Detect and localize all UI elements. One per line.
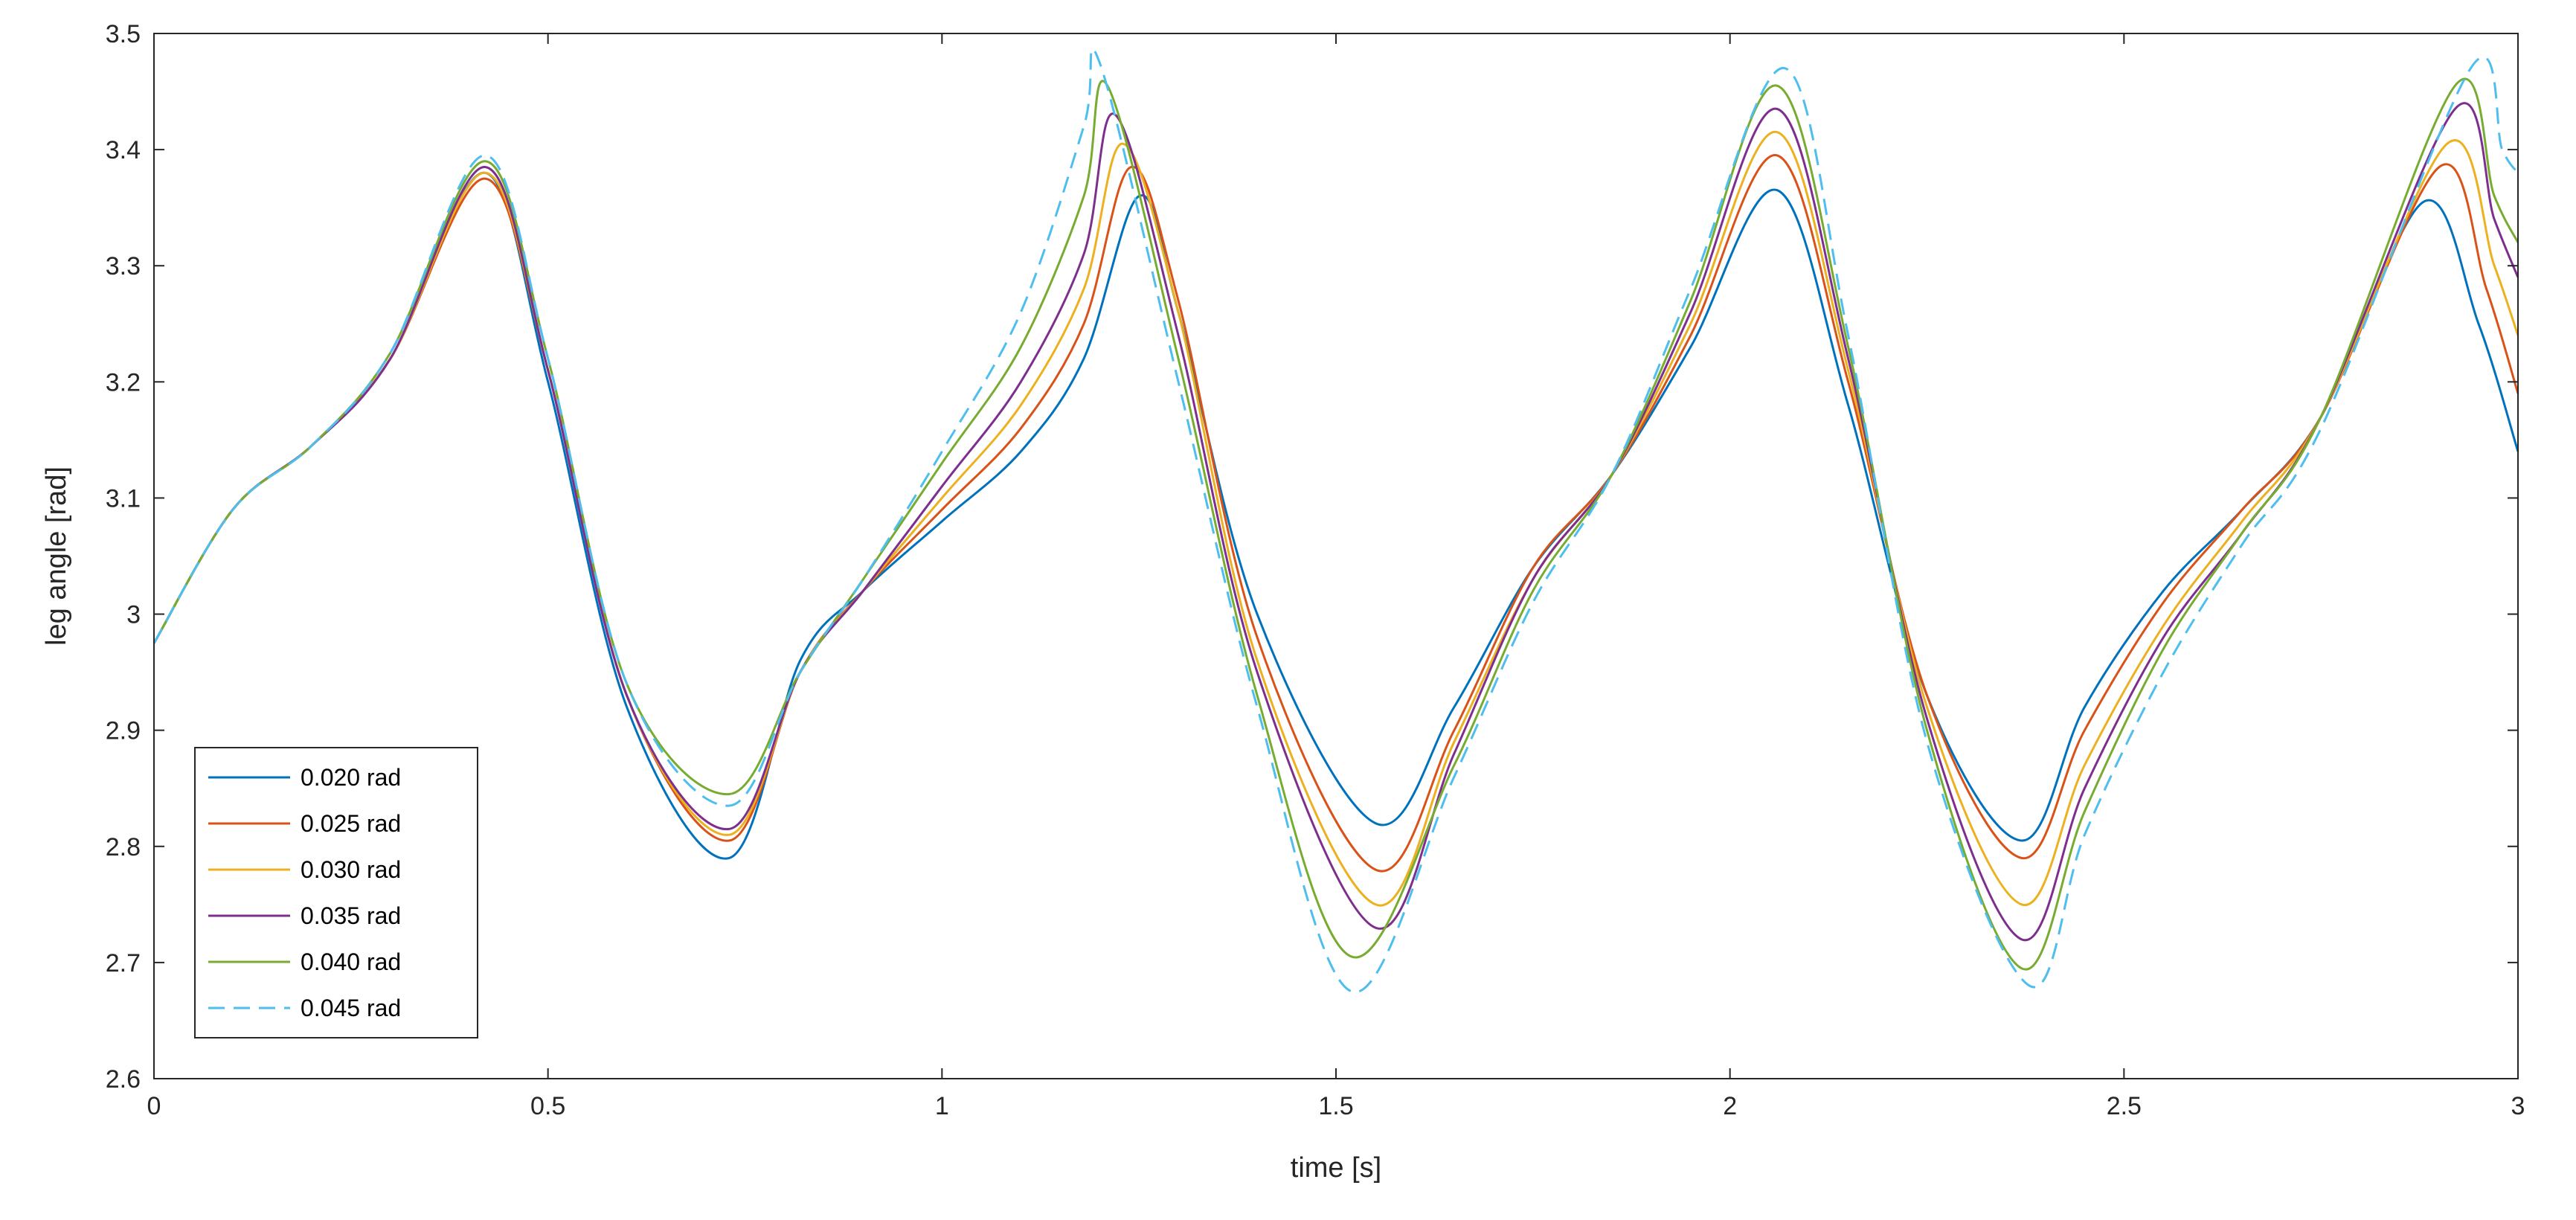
legend-label: 0.020 rad — [301, 764, 401, 791]
x-axis-label: time [s] — [1291, 1152, 1381, 1184]
axes-layer: 0 0.5 1 1.5 2 2.5 3 2.6 2.7 2.8 2.9 3 3.1 3.2 3.3 3.4 3.… — [106, 20, 2525, 1120]
y-tick-label: 2.9 — [106, 717, 141, 745]
x-tick-label: 2.5 — [2107, 1092, 2142, 1120]
x-tick-label: 1.5 — [1318, 1092, 1353, 1120]
y-tick-label: 2.8 — [106, 833, 141, 861]
y-tick-label: 2.7 — [106, 949, 141, 977]
y-tick-label: 3.5 — [106, 20, 141, 48]
y-tick-label: 3 — [126, 601, 141, 629]
y-tick-label: 3.4 — [106, 136, 141, 164]
y-tick-label: 3.3 — [106, 252, 141, 280]
x-tick-label: 0 — [147, 1092, 161, 1120]
legend-label: 0.025 rad — [301, 810, 401, 837]
legend-label: 0.030 rad — [301, 856, 401, 883]
legend: 0.020 rad 0.025 rad 0.030 rad 0.035 rad 0.04… — [194, 747, 478, 1038]
x-tick-label: 3 — [2511, 1092, 2525, 1120]
series-line-4 — [152, 102, 2519, 942]
series-layer — [152, 48, 2519, 994]
y-tick-label: 2.6 — [106, 1065, 141, 1094]
legend-label: 0.035 rad — [301, 902, 401, 929]
y-axis-label: leg angle [rad] — [41, 466, 72, 646]
x-tick-label: 0.5 — [530, 1092, 565, 1120]
y-tick-label: 3.2 — [106, 368, 141, 396]
y-tick-label: 3.1 — [106, 484, 141, 513]
x-tick-label: 1 — [935, 1092, 949, 1120]
legend-label: 0.045 rad — [301, 995, 401, 1021]
series-line-6 — [152, 48, 2519, 994]
legend-box — [194, 747, 478, 1038]
series-line-1 — [152, 171, 2519, 860]
legend-label: 0.040 rad — [301, 948, 401, 975]
plot-area — [154, 33, 2518, 1079]
x-tick-label: 2 — [1723, 1092, 1737, 1120]
